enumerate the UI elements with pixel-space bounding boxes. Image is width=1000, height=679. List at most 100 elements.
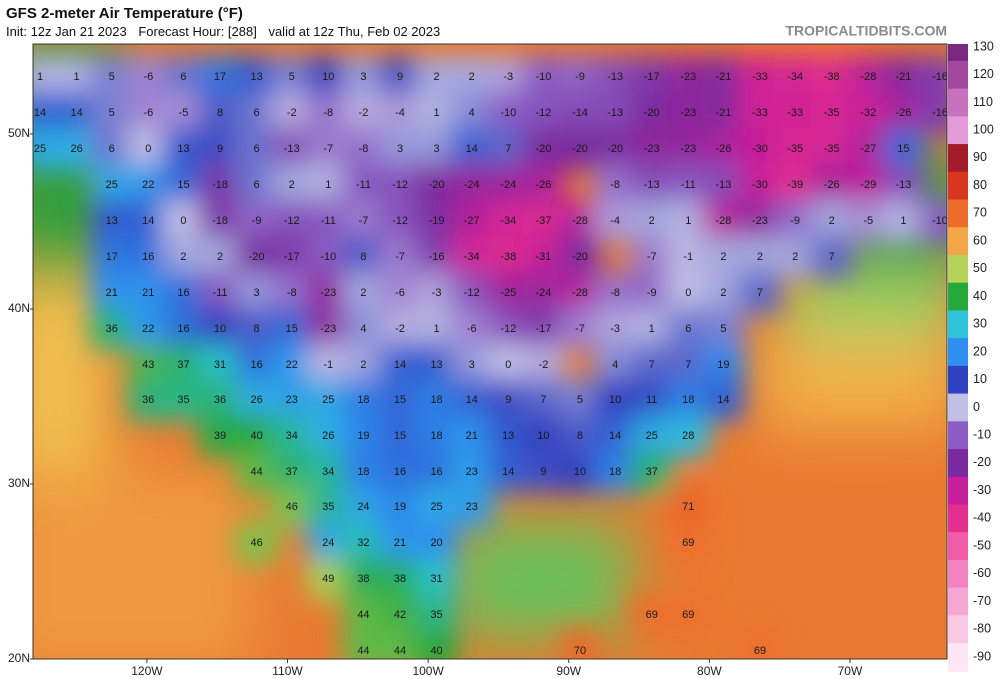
temperature-label: 14 [466, 143, 478, 155]
temperature-cell [162, 343, 205, 386]
temperature-label: 6 [685, 323, 691, 335]
temperature-label: 40 [250, 430, 262, 442]
temperature-label: 2 [792, 251, 798, 263]
temperature-label: 22 [142, 323, 154, 335]
temperature-label: 26 [322, 430, 334, 442]
colorbar-swatch [948, 171, 968, 201]
temperature-cell [270, 55, 313, 98]
temperature-label: 9 [540, 466, 546, 478]
temperature-cell [667, 415, 710, 458]
colorbar-swatch [948, 532, 968, 561]
temperature-cell [90, 163, 133, 206]
temperature-label: 7 [505, 143, 511, 155]
temperature-label: 36 [142, 394, 154, 406]
temperature-cell [235, 128, 278, 171]
colorbar-label: 80 [973, 178, 987, 192]
temperature-cell [379, 55, 422, 98]
temperature-label: 16 [177, 287, 189, 299]
temperature-cell [270, 343, 313, 386]
temperature-cell [162, 199, 205, 242]
colorbar-swatch [948, 421, 968, 451]
temperature-cell [667, 199, 710, 242]
x-tick-label: 110W [272, 664, 303, 678]
temperature-cell [127, 55, 170, 98]
axes: 120W 110W 100W 90W 80W 70W 20N 30N 40N 50N [8, 126, 863, 678]
temperature-cell [522, 272, 565, 315]
temperature-cell [738, 91, 781, 134]
temperature-label: -38 [500, 251, 516, 263]
title: GFS 2-meter Air Temperature (°F) [6, 5, 243, 22]
temperature-label: -8 [610, 179, 620, 191]
temperature-cell [630, 450, 673, 493]
temperature-label: 11 [646, 394, 657, 406]
temperature-cell [847, 163, 890, 206]
temperature-label: -11 [212, 287, 227, 299]
temperature-cell [342, 163, 385, 206]
temperature-cell [90, 307, 133, 350]
temperature-label: 2 [720, 287, 726, 299]
colorbar-swatch [948, 116, 968, 146]
temperature-cell [342, 521, 385, 564]
temperature-cell [307, 450, 350, 493]
temperature-cell [307, 55, 350, 98]
temperature-cell [630, 235, 673, 278]
temperature-label: -13 [607, 107, 623, 119]
temperature-cell [90, 272, 133, 315]
temperature-cell [162, 272, 205, 315]
temperature-cell [918, 199, 947, 242]
temperature-label: -9 [575, 71, 585, 83]
temperature-cell [450, 415, 493, 458]
temperature-cell [558, 272, 601, 315]
temperature-cell [702, 235, 745, 278]
temperature-cell [415, 235, 458, 278]
temperature-cell [522, 55, 565, 98]
temperature-cell [379, 128, 422, 171]
temperature-cell [450, 55, 493, 98]
temperature-field [33, 55, 947, 659]
temperature-label: 21 [142, 287, 154, 299]
temperature-cell [522, 307, 565, 350]
temperature-label: 69 [754, 645, 766, 657]
colorbar-label: -80 [973, 622, 991, 636]
temperature-label: 8 [577, 430, 583, 442]
temperature-cell [235, 199, 278, 242]
temperature-cell [594, 199, 637, 242]
temperature-cell [199, 343, 242, 386]
temperature-label: -28 [715, 215, 731, 227]
temperature-cell [558, 629, 601, 659]
temperature-cell [90, 235, 133, 278]
temperature-cell [307, 128, 350, 171]
temperature-label: -5 [863, 215, 873, 227]
temperature-cell [415, 128, 458, 171]
temperature-label: -13 [284, 143, 300, 155]
temperature-label: 14 [609, 430, 621, 442]
temperature-label: -20 [429, 179, 445, 191]
temperature-cell [127, 128, 170, 171]
temperature-label: 38 [394, 573, 406, 585]
temperature-label: 43 [142, 359, 154, 371]
temperature-label: -28 [572, 287, 588, 299]
temperature-label: 15 [897, 143, 909, 155]
temperature-cell [127, 91, 170, 134]
temperature-cell [199, 307, 242, 350]
colorbar-swatch [948, 449, 968, 478]
temperature-cell [847, 55, 890, 98]
temperature-label: -4 [395, 107, 405, 119]
temperature-label: 37 [286, 466, 298, 478]
temperature-label: 7 [540, 394, 546, 406]
temperature-label: -21 [715, 107, 731, 119]
temperature-cell [882, 55, 925, 98]
colorbar-label: 60 [973, 233, 987, 247]
colorbar-label: 100 [973, 122, 994, 136]
temperature-label: 8 [217, 107, 223, 119]
temperature-labels: 1 1 5 -6 6 17 13 5 10 3 9 2 2 -3 -10 -9 -13 -17 -23 -21 -33-… [34, 71, 947, 657]
temperature-cell [90, 199, 133, 242]
temperature-cell [522, 450, 565, 493]
temperature-cell [162, 307, 205, 350]
temperature-cell [307, 485, 350, 528]
temperature-label: 8 [254, 323, 260, 335]
temperature-cell [199, 272, 242, 315]
temperature-cell [415, 55, 458, 98]
temperature-cell [882, 128, 925, 171]
temperature-label: -21 [715, 71, 731, 83]
